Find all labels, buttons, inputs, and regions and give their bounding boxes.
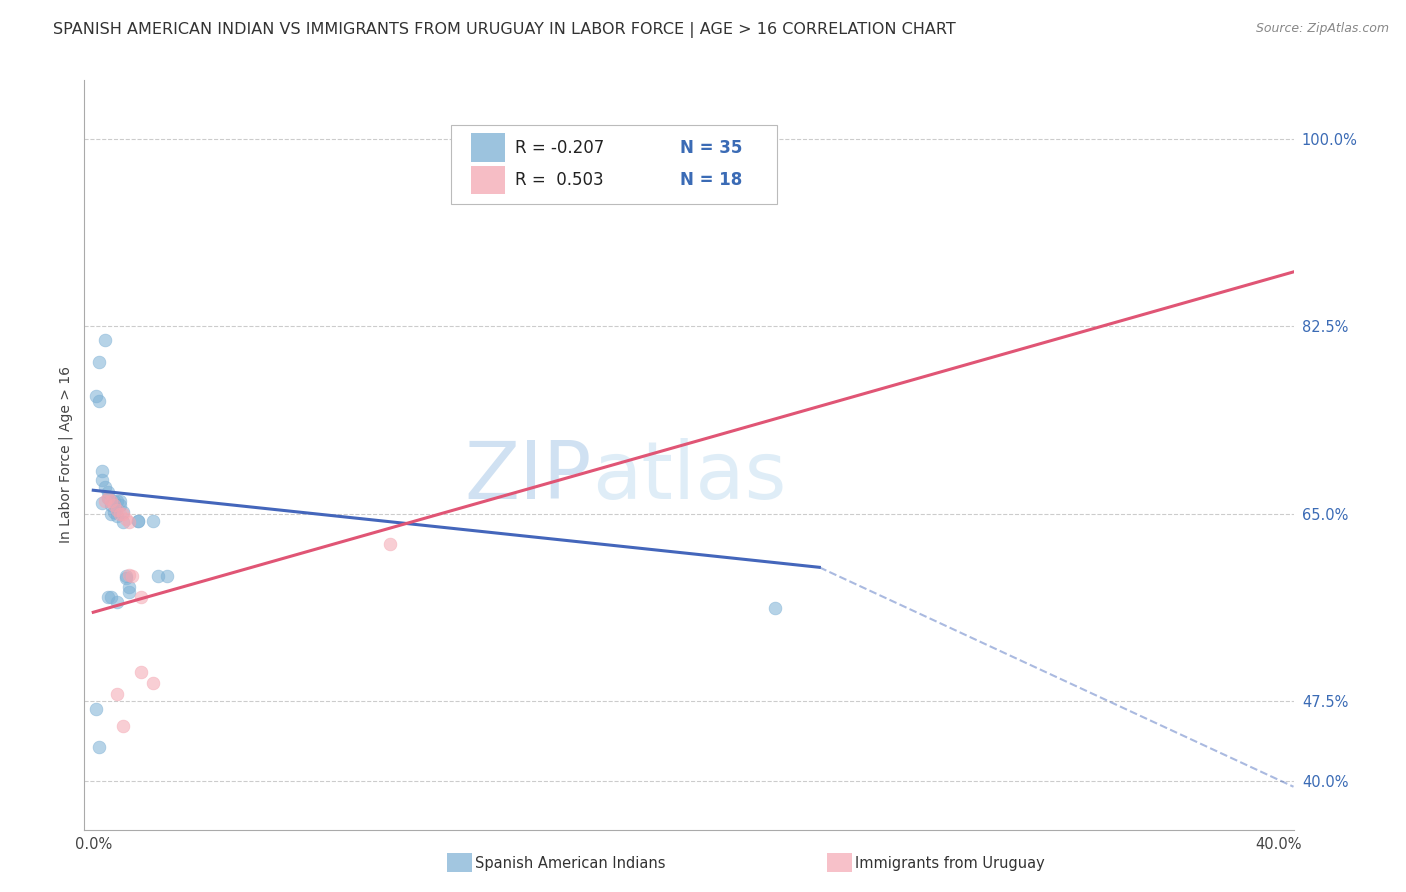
Point [91,464,114,478]
Point [129,665,152,680]
Point [105,494,128,508]
Point [115,571,138,585]
Point [94,480,117,494]
Text: ZIP: ZIP [465,438,592,516]
Point [108,507,131,521]
Point [118,516,141,530]
Y-axis label: In Labor Force | Age > 16: In Labor Force | Age > 16 [59,367,73,543]
Point [108,498,131,512]
Point [557,132,579,146]
Point [108,494,131,508]
Point [97,591,120,605]
Point [91,496,114,510]
Point [148,569,170,583]
Point [100,498,122,512]
Point [94,334,117,348]
Point [103,505,125,519]
Text: Immigrants from Uruguay: Immigrants from Uruguay [855,856,1045,871]
Point [111,507,134,521]
FancyBboxPatch shape [451,125,778,204]
Point [115,569,138,583]
Point [115,512,138,526]
Point [97,485,120,500]
Point [94,494,117,508]
Point [91,473,114,487]
Point [111,505,134,519]
Point [84,389,107,403]
Point [100,591,122,605]
Point [105,508,128,523]
Point [84,701,107,715]
Point [118,580,141,594]
Point [89,740,111,755]
Text: SPANISH AMERICAN INDIAN VS IMMIGRANTS FROM URUGUAY IN LABOR FORCE | AGE > 16 COR: SPANISH AMERICAN INDIAN VS IMMIGRANTS FR… [53,22,956,38]
Point [103,498,125,512]
Text: N = 18: N = 18 [681,171,742,189]
Point [97,491,120,505]
Point [141,514,163,528]
Point [156,569,179,583]
Point [127,514,149,528]
Point [89,355,111,369]
Point [129,591,152,605]
Point [118,567,141,582]
Point [105,687,128,701]
Text: atlas: atlas [592,438,786,516]
Point [141,676,163,690]
Text: R =  0.503: R = 0.503 [515,171,603,189]
Point [121,569,143,583]
Point [89,394,111,409]
Text: N = 35: N = 35 [681,139,742,157]
Point [105,594,128,608]
Point [105,502,128,516]
Point [100,507,122,521]
Text: Spanish American Indians: Spanish American Indians [475,856,665,871]
Text: R = -0.207: R = -0.207 [515,139,605,157]
Point [378,537,401,551]
Point [111,719,134,733]
Point [111,516,134,530]
Point [763,601,786,615]
Point [100,494,122,508]
Point [103,494,125,508]
Point [127,514,149,528]
Bar [471,166,505,194]
Point [97,491,120,505]
Point [118,585,141,599]
Text: Source: ZipAtlas.com: Source: ZipAtlas.com [1256,22,1389,36]
Bar [471,134,505,162]
